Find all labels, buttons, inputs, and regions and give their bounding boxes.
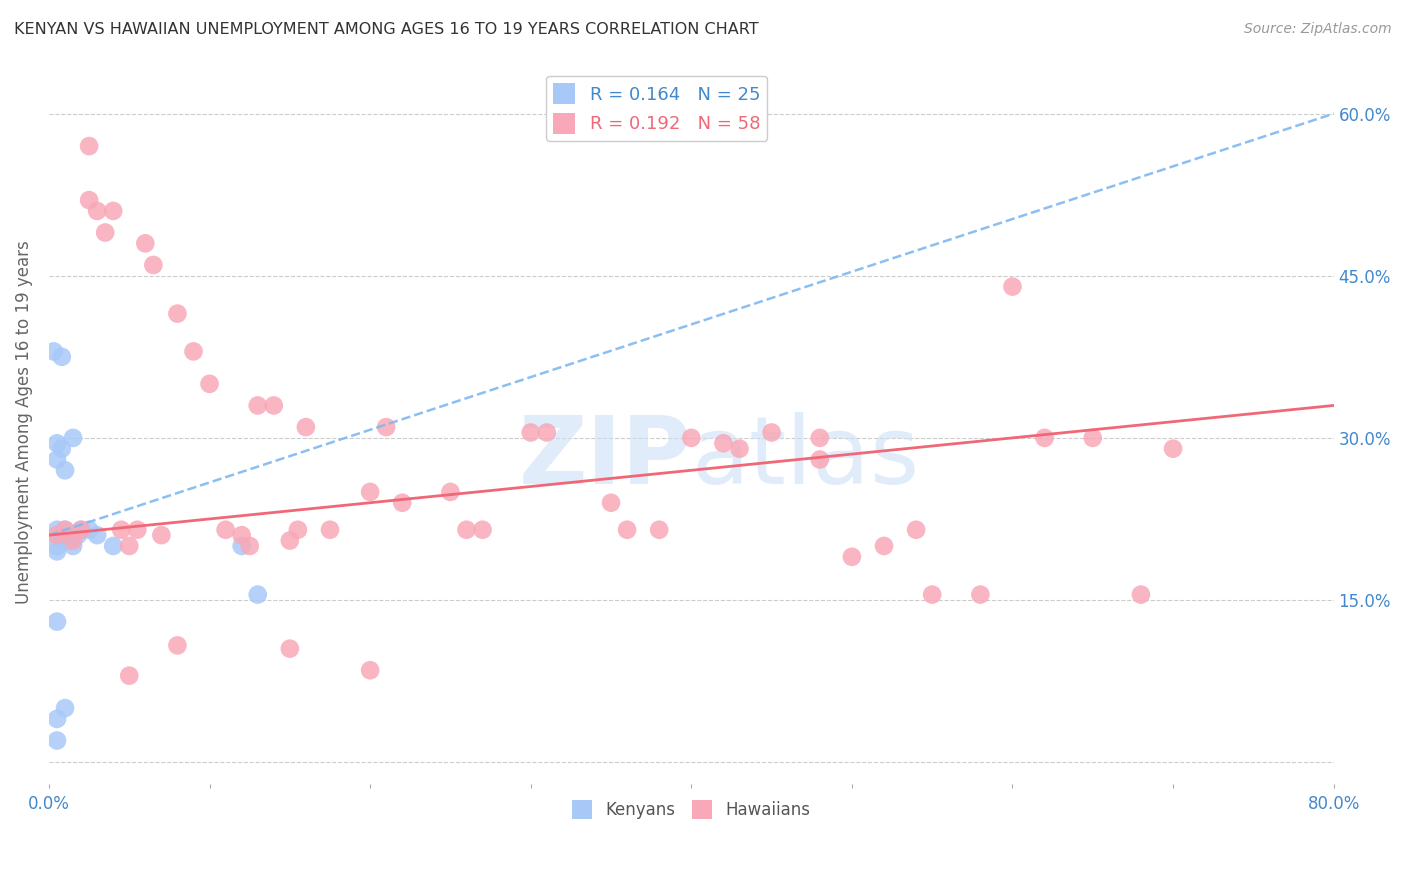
Point	[808, 431, 831, 445]
Text: atlas: atlas	[692, 412, 920, 504]
Point	[77, 193, 100, 207]
Point	[319, 523, 342, 537]
Point	[648, 523, 671, 537]
Point	[118, 539, 141, 553]
Point	[616, 523, 638, 537]
Point	[391, 496, 413, 510]
Point	[1161, 442, 1184, 456]
Point	[42, 344, 65, 359]
Point	[51, 350, 73, 364]
Point	[62, 431, 84, 445]
Point	[456, 523, 478, 537]
Point	[246, 588, 269, 602]
Point	[134, 236, 156, 251]
Point	[118, 668, 141, 682]
Point	[103, 539, 125, 553]
Point	[536, 425, 558, 440]
Point	[519, 425, 541, 440]
Point	[166, 307, 188, 321]
Point	[1129, 588, 1152, 602]
Point	[969, 588, 991, 602]
Point	[246, 399, 269, 413]
Point	[86, 528, 108, 542]
Point	[46, 544, 69, 558]
Point	[761, 425, 783, 440]
Point	[239, 539, 262, 553]
Point	[359, 663, 381, 677]
Point	[127, 523, 149, 537]
Point	[77, 139, 100, 153]
Point	[231, 539, 253, 553]
Point	[278, 641, 301, 656]
Point	[713, 436, 735, 450]
Text: Source: ZipAtlas.com: Source: ZipAtlas.com	[1244, 22, 1392, 37]
Point	[70, 523, 93, 537]
Point	[53, 701, 76, 715]
Point	[278, 533, 301, 548]
Point	[150, 528, 173, 542]
Point	[94, 226, 117, 240]
Point	[600, 496, 623, 510]
Point	[359, 484, 381, 499]
Point	[142, 258, 165, 272]
Point	[231, 528, 253, 542]
Point	[681, 431, 703, 445]
Point	[263, 399, 285, 413]
Point	[62, 539, 84, 553]
Point	[46, 436, 69, 450]
Point	[46, 452, 69, 467]
Point	[808, 452, 831, 467]
Point	[66, 528, 89, 542]
Y-axis label: Unemployment Among Ages 16 to 19 years: Unemployment Among Ages 16 to 19 years	[15, 240, 32, 604]
Point	[375, 420, 398, 434]
Point	[46, 523, 69, 537]
Text: ZIP: ZIP	[519, 412, 692, 504]
Point	[46, 528, 69, 542]
Point	[287, 523, 309, 537]
Point	[46, 528, 69, 542]
Legend: Kenyans, Hawaiians: Kenyans, Hawaiians	[565, 794, 817, 826]
Point	[58, 533, 80, 548]
Point	[1001, 279, 1024, 293]
Point	[53, 523, 76, 537]
Point	[1033, 431, 1056, 445]
Point	[198, 376, 221, 391]
Point	[110, 523, 132, 537]
Point	[295, 420, 318, 434]
Point	[62, 533, 84, 548]
Text: KENYAN VS HAWAIIAN UNEMPLOYMENT AMONG AGES 16 TO 19 YEARS CORRELATION CHART: KENYAN VS HAWAIIAN UNEMPLOYMENT AMONG AG…	[14, 22, 759, 37]
Point	[166, 639, 188, 653]
Point	[51, 442, 73, 456]
Point	[439, 484, 461, 499]
Point	[921, 588, 943, 602]
Point	[183, 344, 205, 359]
Point	[46, 539, 69, 553]
Point	[728, 442, 751, 456]
Point	[86, 203, 108, 218]
Point	[103, 203, 125, 218]
Point	[46, 615, 69, 629]
Point	[873, 539, 896, 553]
Point	[53, 523, 76, 537]
Point	[471, 523, 494, 537]
Point	[1081, 431, 1104, 445]
Point	[77, 523, 100, 537]
Point	[214, 523, 236, 537]
Point	[46, 712, 69, 726]
Point	[70, 523, 93, 537]
Point	[46, 733, 69, 747]
Point	[841, 549, 863, 564]
Point	[53, 463, 76, 477]
Point	[905, 523, 928, 537]
